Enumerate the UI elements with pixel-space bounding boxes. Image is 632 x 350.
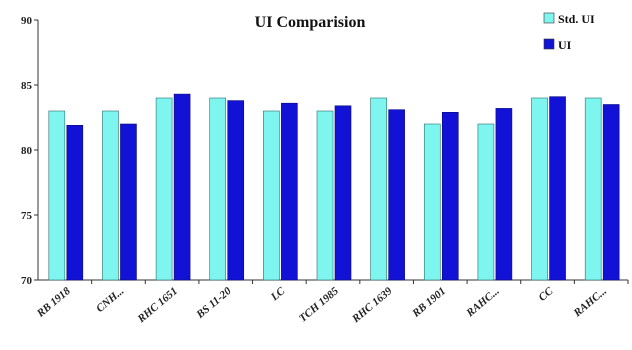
bar-std-ui	[584, 97, 602, 281]
bar-ui	[334, 105, 352, 281]
x-tick-label: RB 1901	[410, 285, 449, 320]
y-tick-label: 80	[21, 145, 33, 157]
y-tick-label: 75	[21, 210, 33, 222]
bar-std-ui	[155, 97, 173, 281]
legend-label: UI	[558, 38, 572, 52]
x-tick-label: RAHC...	[464, 285, 502, 320]
bar-ui	[120, 123, 137, 281]
legend-label: Std. UI	[558, 12, 595, 26]
bar-std-ui	[263, 110, 280, 281]
legend-swatch	[543, 12, 555, 24]
bar-ui	[173, 93, 191, 281]
bar-ui	[549, 96, 566, 281]
bar-ui	[227, 100, 245, 281]
legend-item-std-ui: Std. UI	[543, 12, 595, 26]
bar-ui	[388, 109, 405, 281]
bar-std-ui	[48, 110, 66, 281]
legend: Std. UI UI	[543, 12, 595, 52]
bar-std-ui	[423, 123, 441, 281]
legend-swatch	[543, 38, 555, 50]
bar-std-ui	[316, 110, 334, 281]
bar-ui	[66, 125, 84, 281]
y-tick-label: 85	[21, 80, 33, 92]
y-tick-label: 90	[21, 15, 33, 27]
x-tick-label: RAHC...	[571, 285, 609, 320]
bars	[48, 93, 620, 281]
x-tick-label: CNH...	[94, 285, 126, 315]
bar-ui	[495, 108, 513, 281]
y-tick-label: 70	[21, 275, 33, 287]
x-tick-label: BS 11-20	[194, 285, 234, 322]
x-tick-label: LC	[268, 285, 288, 304]
x-tick-label: TCH 1985	[297, 285, 341, 325]
x-tick-label: RHC 1651	[135, 285, 180, 326]
x-tick-label: CC	[537, 285, 556, 304]
bar-std-ui	[370, 97, 387, 281]
bar-ui	[602, 104, 620, 281]
bar-ui	[441, 112, 459, 281]
x-tick-label: RHC 1639	[349, 285, 395, 326]
bar-std-ui	[209, 97, 227, 281]
legend-item-ui: UI	[543, 38, 572, 52]
bar-std-ui	[102, 110, 119, 281]
x-tick-label: RB 1918	[34, 285, 73, 320]
bar-std-ui	[531, 97, 548, 281]
bar-ui	[281, 102, 298, 281]
chart-title: UI Comparision	[255, 14, 366, 31]
bar-std-ui	[477, 123, 495, 281]
